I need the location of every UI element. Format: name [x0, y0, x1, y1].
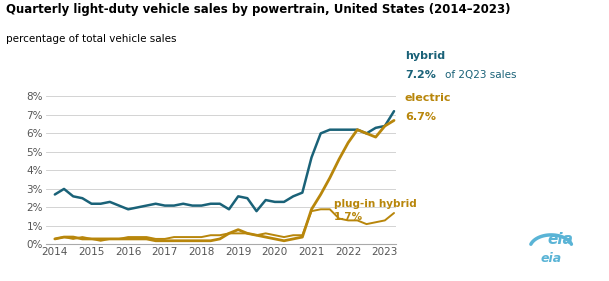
Text: electric: electric: [405, 93, 451, 103]
Text: plug-in hybrid: plug-in hybrid: [334, 199, 417, 209]
Text: 1.7%: 1.7%: [334, 212, 362, 222]
Text: hybrid: hybrid: [405, 51, 445, 61]
Text: Quarterly light-duty vehicle sales by powertrain, United States (2014–2023): Quarterly light-duty vehicle sales by po…: [6, 3, 510, 16]
Text: 6.7%: 6.7%: [405, 112, 436, 123]
Text: eia: eia: [547, 232, 573, 247]
Text: eia: eia: [541, 252, 561, 265]
Text: percentage of total vehicle sales: percentage of total vehicle sales: [6, 34, 177, 44]
Text: 7.2%: 7.2%: [405, 70, 436, 80]
Text: of 2Q23 sales: of 2Q23 sales: [445, 70, 516, 80]
